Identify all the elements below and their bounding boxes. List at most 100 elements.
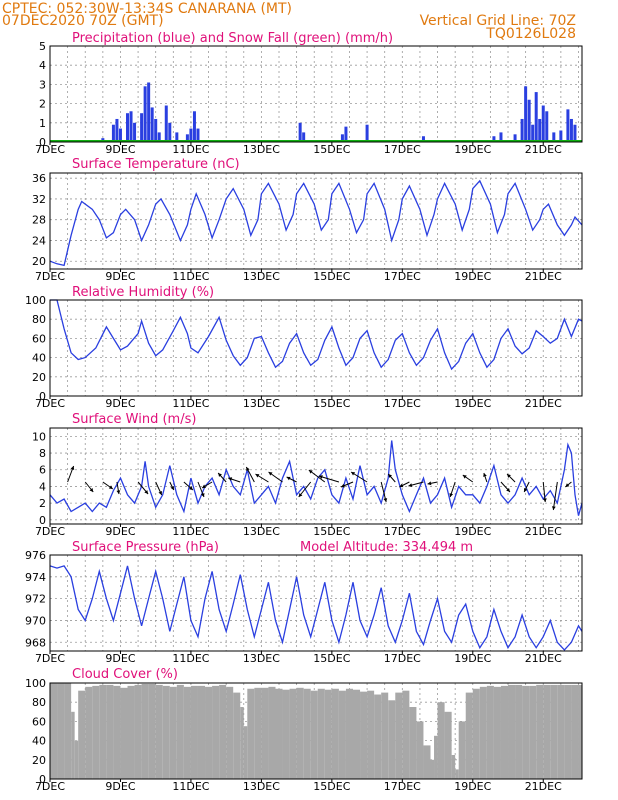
- cloud-bar: [190, 685, 198, 779]
- x-tick-label: 17DEC: [384, 652, 421, 665]
- y-tick-label: 0: [39, 773, 46, 786]
- x-tick-label: 7DEC: [35, 525, 65, 538]
- x-tick-label: 9DEC: [105, 780, 135, 793]
- cloud-bar: [162, 685, 170, 779]
- precipitation-panel: Precipitation (blue) and Snow Fall (gree…: [35, 31, 583, 156]
- precip-bar: [569, 118, 573, 142]
- wind-arrow-head: [542, 498, 547, 502]
- x-tick-label: 21DEC: [525, 270, 562, 283]
- precip-bar: [531, 124, 535, 142]
- precip-bar: [196, 128, 200, 142]
- precip-bar: [154, 118, 158, 142]
- precip-bar: [524, 86, 528, 142]
- cloud-bar: [451, 755, 456, 779]
- y-tick-label: 1: [39, 117, 46, 130]
- cloud-bar: [434, 735, 438, 779]
- cloud-bar: [352, 689, 361, 779]
- cloud-bar: [296, 687, 304, 779]
- cloud-bar: [444, 711, 452, 779]
- cloud-bar: [254, 687, 262, 779]
- x-tick-label: 13DEC: [243, 397, 280, 410]
- x-tick-label: 15DEC: [313, 270, 350, 283]
- y-tick-label: 970: [25, 614, 46, 627]
- precip-bar: [126, 113, 130, 142]
- cloud-bar: [500, 685, 509, 779]
- cloud-bar: [374, 694, 382, 779]
- cloud-bar: [205, 686, 213, 779]
- y-tick-label: 100: [25, 677, 46, 690]
- header-location: CPTEC: 052:30W-13:34S CANARANA (MT): [2, 1, 292, 17]
- cloud-bar: [543, 684, 551, 779]
- precip-bar: [164, 105, 168, 142]
- model-altitude: Model Altitude: 334.494 m: [300, 540, 473, 555]
- x-tick-label: 15DEC: [313, 780, 350, 793]
- y-tick-label: 20: [32, 255, 46, 268]
- wind-arrow-head: [524, 488, 528, 492]
- x-tick-label: 19DEC: [454, 525, 491, 538]
- panel-frame: [49, 172, 583, 270]
- x-tick-label: 13DEC: [243, 652, 280, 665]
- x-tick-label: 7DEC: [35, 270, 65, 283]
- cloud-bar: [226, 686, 234, 779]
- precip-bar: [520, 118, 524, 142]
- wind-arrow-head: [298, 493, 303, 497]
- precip-bar: [185, 134, 189, 142]
- cloud-bar: [113, 685, 121, 779]
- pressure-panel: Surface Pressure (hPa) Model Altitude: 3…: [25, 540, 583, 665]
- cloud-bar: [486, 685, 494, 779]
- cloud-bar: [92, 685, 100, 779]
- x-tick-label: 21DEC: [525, 143, 562, 156]
- pressure-title: Surface Pressure (hPa): [72, 540, 219, 555]
- precip-bar: [527, 99, 531, 142]
- precip-bar: [573, 124, 577, 142]
- y-tick-label: 0: [39, 136, 46, 149]
- wind-arrow-head: [218, 473, 222, 477]
- cloud-bar: [416, 721, 424, 779]
- precipitation-title: Precipitation (blue) and Snow Fall (gree…: [72, 31, 393, 46]
- x-tick-label: 21DEC: [525, 525, 562, 538]
- wind-arrow-head: [318, 475, 323, 479]
- cloud-bar: [106, 684, 114, 779]
- cloud-bar: [458, 721, 466, 779]
- cloud-bar: [197, 685, 206, 779]
- wind-arrow-head: [268, 472, 273, 476]
- cloud-bar: [176, 684, 184, 779]
- wind-arrow-head: [551, 506, 556, 510]
- header-vgrid: Vertical Grid Line: 70Z: [420, 13, 576, 29]
- y-tick-label: 24: [32, 234, 46, 247]
- wind-arrow-head: [506, 488, 510, 492]
- cloud-bar: [536, 684, 544, 779]
- x-tick-label: 15DEC: [313, 397, 350, 410]
- x-tick-label: 7DEC: [35, 397, 65, 410]
- precip-bar: [175, 132, 179, 142]
- x-tick-label: 13DEC: [243, 270, 280, 283]
- header-date: 07DEC2020 70Z (GMT): [2, 13, 164, 29]
- x-tick-label: 7DEC: [35, 652, 65, 665]
- cloud-bar: [455, 769, 459, 779]
- precip-bar: [340, 134, 344, 142]
- precip-bar: [545, 111, 549, 142]
- panel-frame: [49, 427, 583, 525]
- x-tick-label: 19DEC: [454, 780, 491, 793]
- x-tick-label: 19DEC: [454, 652, 491, 665]
- wind-arrow-head: [483, 473, 487, 477]
- header-code: TQ0126L028: [485, 26, 576, 42]
- x-tick-label: 11DEC: [172, 270, 209, 283]
- wind-arrow-head: [158, 491, 162, 495]
- y-tick-label: 3: [39, 78, 46, 91]
- x-tick-label: 13DEC: [243, 780, 280, 793]
- humidity-title: Relative Humidity (%): [72, 285, 214, 300]
- wind-arrow-head: [399, 483, 404, 488]
- y-tick-label: 6: [39, 464, 46, 477]
- temperature-title: Surface Temperature (nC): [72, 157, 240, 172]
- wind-arrow-head: [170, 486, 174, 490]
- cloud-bar: [557, 684, 565, 779]
- wind-arrow-head: [144, 490, 149, 494]
- cloud-bar: [183, 686, 191, 779]
- precip-bar: [111, 124, 115, 142]
- cloud-bar: [303, 688, 311, 779]
- y-tick-label: 20: [32, 754, 46, 767]
- cloud-bar: [247, 688, 255, 779]
- precip-bar: [189, 128, 193, 142]
